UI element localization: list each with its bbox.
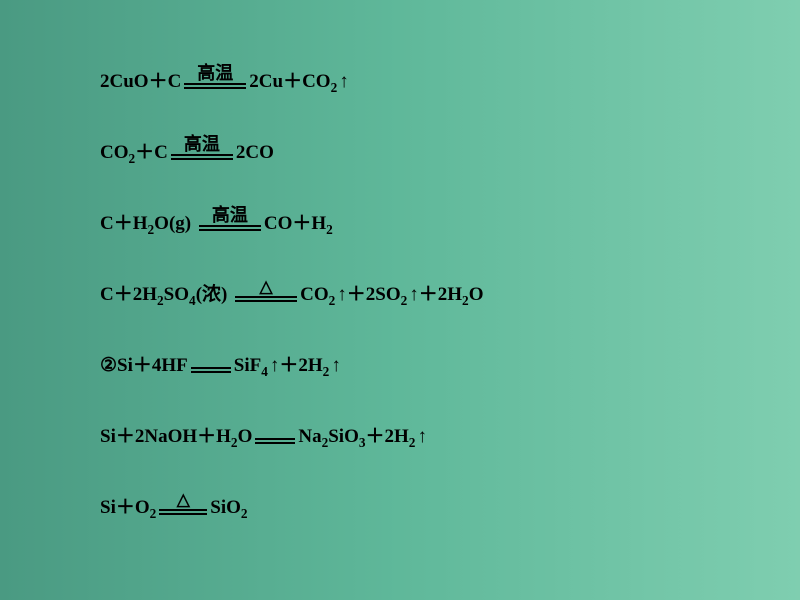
equation-4: C＋2H2SO4(浓) △ CO2↑＋2SO2↑＋2H2O xyxy=(100,268,800,306)
equation-rhs: SiO2 xyxy=(210,497,247,519)
equation-lhs: Si＋2NaOH＋H2O xyxy=(100,421,252,448)
reaction-arrow: 高温 xyxy=(184,64,246,93)
equation-lhs: 2CuO＋C xyxy=(100,66,181,93)
equation-lhs: C＋H2O(g) xyxy=(100,208,196,235)
heat-triangle-icon: △ xyxy=(177,491,190,508)
reaction-arrow: 高温 xyxy=(171,135,233,164)
equation-rhs: 2Cu＋CO2↑ xyxy=(249,66,348,93)
equation-6: Si＋2NaOH＋H2O Na2SiO3＋2H2↑ xyxy=(100,410,800,448)
equation-rhs: 2CO xyxy=(236,142,274,164)
reaction-arrow: △ xyxy=(159,491,207,519)
reaction-arrow xyxy=(191,367,231,377)
equals-bars xyxy=(199,225,261,231)
equation-1: 2CuO＋C 高温 2Cu＋CO2↑ xyxy=(100,55,800,93)
condition-label: 高温 xyxy=(184,135,220,153)
equation-lhs: CO2＋C xyxy=(100,137,168,164)
equation-lhs: ②Si＋4HF xyxy=(100,350,188,377)
equals-bars xyxy=(171,154,233,160)
heat-triangle-icon: △ xyxy=(260,278,273,295)
equation-rhs: Na2SiO3＋2H2↑ xyxy=(298,421,427,448)
equation-7: Si＋O2 △ SiO2 xyxy=(100,481,800,519)
reaction-arrow xyxy=(255,438,295,448)
equals-bars xyxy=(159,509,207,515)
equation-lhs: C＋2H2SO4(浓) xyxy=(100,279,232,306)
equation-3: C＋H2O(g) 高温 CO＋H2 xyxy=(100,197,800,235)
condition-label: 高温 xyxy=(197,64,233,82)
reaction-arrow: 高温 xyxy=(199,206,261,235)
equals-bars xyxy=(255,438,295,444)
equation-5: ②Si＋4HF SiF4↑＋2H2↑ xyxy=(100,339,800,377)
equation-rhs: CO2↑＋2SO2↑＋2H2O xyxy=(300,279,483,306)
equals-bars xyxy=(184,83,246,89)
equals-bars xyxy=(191,367,231,373)
equation-rhs: CO＋H2 xyxy=(264,208,333,235)
equals-bars xyxy=(235,296,297,302)
equation-rhs: SiF4↑＋2H2↑ xyxy=(234,350,341,377)
equation-2: CO2＋C 高温 2CO xyxy=(100,126,800,164)
equation-lhs: Si＋O2 xyxy=(100,492,156,519)
reaction-arrow: △ xyxy=(235,278,297,306)
condition-label: 高温 xyxy=(212,206,248,224)
